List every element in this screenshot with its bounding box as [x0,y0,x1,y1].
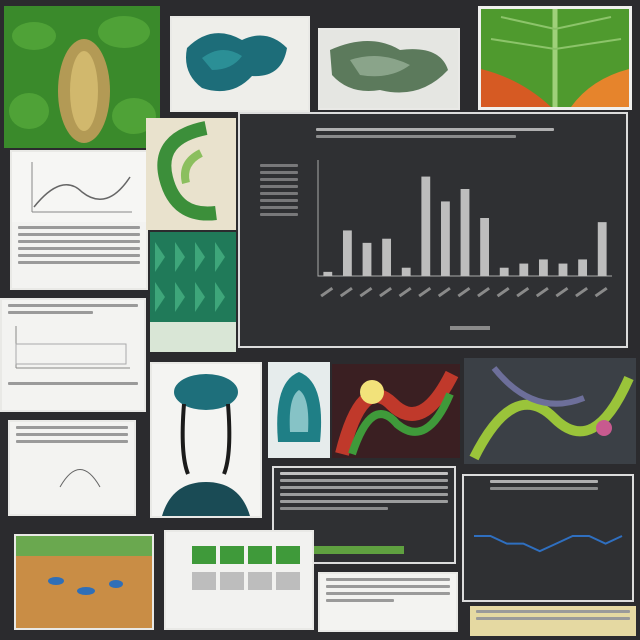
bar [499,267,509,276]
dark-line-plot [474,535,623,553]
chart-title-scribble [310,124,560,142]
teal-sculpture [170,16,310,112]
orange-green-leaf [478,6,632,110]
teal-abstract-figure [268,362,330,458]
dark-line-chart [462,474,634,602]
tick-label-scribble [477,286,491,298]
spiral-green-image [146,118,236,230]
tick-label-scribble [320,286,334,298]
dark-line-chart-title [484,480,604,490]
green-strip [314,546,404,554]
tick-label-scribble [437,286,451,298]
bar [401,267,411,276]
line-chart-printout [10,150,148,290]
green-foliage-image [320,30,458,108]
chart-axes [317,160,612,277]
orange-green-leaf-image [481,9,629,107]
green-curves-image [464,358,636,464]
green-tile-pattern [150,232,236,352]
green-curves-photo [464,358,636,464]
tick-label-scribble [379,286,393,298]
data-sheet-curve [59,469,101,488]
bar [578,259,588,276]
bar [342,230,352,276]
tick-label-scribble [418,286,432,298]
tick-label-scribble [398,286,412,298]
teal-head-silhouette [150,362,262,518]
tick-label-scribble [496,286,510,298]
teal-abstract-image [277,372,322,442]
tick-label-scribble [359,286,373,298]
bar [460,189,470,276]
bar [480,218,490,276]
orange-landscape [14,534,154,630]
spreadsheet-image [166,532,312,628]
featured-dark-bar-chart [238,112,628,348]
red-green-abstract [332,364,460,458]
tick-label-scribble [457,286,471,298]
teal-head-image [152,364,260,516]
orange-landscape-image [16,536,152,628]
printout-line-chart [12,152,146,222]
teal-sculpture-image [172,18,308,110]
tick-label-scribble [575,286,589,298]
yellow-text-strip [470,606,636,636]
tick-label-scribble [555,286,569,298]
bar [597,222,607,276]
bar [538,259,548,276]
text-strip-bottom [318,572,458,632]
bar [323,271,333,276]
bar [558,263,568,276]
series-line [474,535,623,553]
red-green-image [332,364,460,458]
tick-label-scribble [535,286,549,298]
report-sheet-left [0,298,146,412]
leaf-macro-image [4,6,160,148]
leaf-macro-top-left [4,6,160,148]
chart-y-axis-scribble [254,160,304,220]
spreadsheet-grid [164,530,314,630]
bar [362,242,372,276]
x-axis-label-scribble [450,326,490,330]
featured-bar-plot [317,160,612,330]
green-foliage-print [318,28,460,110]
tick-label-scribble [594,286,608,298]
spiral-green-illustration [146,118,236,230]
tick-label-scribble [516,286,530,298]
bar [440,201,450,276]
bar [519,263,529,276]
bar [382,238,392,276]
data-sheet-left-bottom [8,420,136,516]
green-tile-image [150,232,236,352]
report-mini-chart [15,326,130,369]
bar [421,176,431,276]
tick-label-scribble [339,286,353,298]
